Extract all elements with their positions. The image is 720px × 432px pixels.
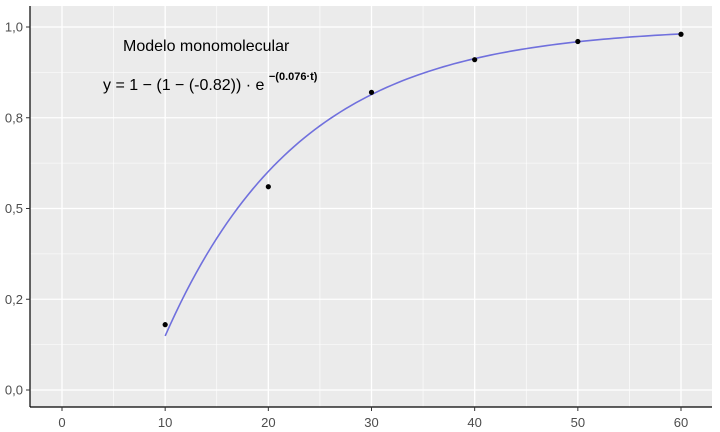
y-tick-label: 0,2 — [5, 292, 23, 307]
x-tick-label: 40 — [467, 415, 481, 430]
x-tick-label: 10 — [158, 415, 172, 430]
equation-exponent: −(0.076·t) — [269, 71, 318, 83]
data-point — [678, 31, 684, 37]
y-tick-label: 0,0 — [5, 383, 23, 398]
data-point — [265, 184, 271, 190]
x-tick-label: 60 — [674, 415, 688, 430]
data-points — [162, 31, 684, 328]
y-tick-label: 1,0 — [5, 20, 23, 35]
y-tick-label: 0,5 — [5, 201, 23, 216]
x-tick-label: 0 — [58, 415, 65, 430]
equation-main: y = 1 − (1 − (-0.82)) · e — [103, 77, 265, 94]
fit-curve — [164, 33, 682, 337]
x-tick-label: 20 — [261, 415, 275, 430]
grid-lines — [30, 6, 712, 407]
annotation-equation: y = 1 − (1 − (-0.82)) · e −(0.076·t) — [103, 71, 318, 94]
x-tick-label: 50 — [571, 415, 585, 430]
tick-labels: 0 10 20 30 40 50 60 0,0 0,2 0,5 0,8 1,0 — [5, 20, 688, 431]
annotation-title: Modelo monomolecular — [123, 38, 290, 55]
data-point — [162, 322, 168, 328]
x-tick-label: 30 — [364, 415, 378, 430]
data-point — [368, 89, 375, 95]
y-tick-label: 0,8 — [5, 110, 23, 125]
data-point — [575, 38, 581, 45]
data-point — [472, 57, 478, 63]
